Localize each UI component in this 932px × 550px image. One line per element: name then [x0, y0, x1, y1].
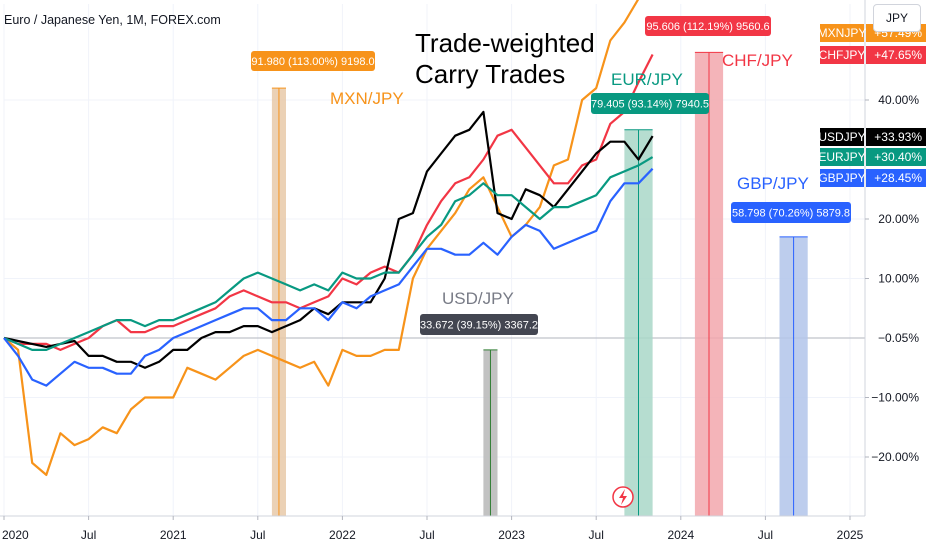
symbol-title: Euro / Japanese Yen, 1M, FOREX.com	[4, 13, 221, 27]
series-line-eurjpy	[3, 156, 654, 351]
value-tag-text: +47.65%	[874, 48, 922, 62]
zero-label-box	[866, 328, 932, 348]
value-tag-gbpjpy	[866, 169, 926, 187]
grid-layer	[3, 4, 865, 516]
y-tick-label: −20.00%	[871, 450, 919, 464]
symbol-tag-name: EURJPY	[818, 150, 865, 164]
pair-label-mxn-jpy: MXN/JPY	[330, 89, 404, 108]
value-tag-eurjpy	[866, 148, 926, 166]
symbol-tag-name: MXNJPY	[818, 26, 867, 40]
symbol-tag-usdjpy	[820, 128, 864, 146]
value-tag-chfjpy	[866, 46, 926, 64]
series-line-gbpjpy	[3, 167, 654, 387]
value-tag-text: +28.45%	[874, 171, 922, 185]
series-line-chfjpy	[3, 54, 654, 351]
pair-label-eur-jpy: EUR/JPY	[611, 70, 683, 89]
pair-label-chf-jpy: CHF/JPY	[722, 51, 793, 70]
measure-label-box	[591, 93, 709, 114]
x-tick-label: Jul	[250, 528, 265, 542]
x-tick-label: 2022	[329, 528, 356, 542]
x-tick-label: 2021	[160, 528, 187, 542]
measure-label-box	[645, 16, 771, 36]
x-tick-label: 2020	[2, 528, 29, 542]
series-line-mxnjpy	[3, 0, 640, 476]
measure-label-text: 33.672 (39.15%) 3367.2	[420, 320, 538, 332]
series-line-usdjpy	[3, 110, 654, 369]
x-tick-label: Jul	[589, 528, 604, 542]
x-tick-label: Jul	[758, 528, 773, 542]
tradingview-flash-icon[interactable]	[612, 486, 634, 508]
measure-label-box	[420, 314, 538, 335]
symbol-tag-name: CHFJPY	[819, 48, 866, 62]
chart-title-line-1: Trade-weighted	[415, 28, 595, 58]
annotation-bars-layer	[271, 51, 808, 517]
measure-label-text: 58.798 (70.26%) 5879.8	[732, 208, 850, 220]
pair-label-gbp-jpy: GBP/JPY	[737, 174, 809, 193]
symbol-tag-gbpjpy	[820, 169, 864, 187]
measure-label-text: 95.606 (112.19%) 9560.6	[646, 21, 769, 33]
x-tick-label: 2025	[837, 528, 864, 542]
annotation-labels-layer: 91.980 (113.00%) 9198.0 MXN/JPY 33.672 (39…	[251, 16, 851, 335]
zero-label: −0.05%	[878, 331, 919, 345]
y-tick-label: −10.00%	[871, 391, 919, 405]
x-tick-label: Jul	[419, 528, 434, 542]
value-tag-usdjpy	[866, 128, 926, 146]
x-tick-label: 2024	[667, 528, 694, 542]
measure-label-box	[731, 202, 851, 223]
pair-label-usd-jpy: USD/JPY	[442, 289, 514, 308]
symbol-tag-chfjpy	[820, 46, 864, 64]
measure-label-text: 79.405 (93.14%) 7940.5	[591, 99, 709, 111]
symbol-tag-eurjpy	[820, 148, 864, 166]
symbol-tag-name: GBPJPY	[818, 171, 865, 185]
y-tick-label: 10.00%	[878, 272, 919, 286]
value-tag-text: +30.40%	[874, 150, 922, 164]
symbol-tag-mxnjpy	[820, 24, 864, 42]
value-tag-text: +33.93%	[874, 130, 922, 144]
symbol-tag-name: USDJPY	[818, 130, 865, 144]
series-layer	[3, 0, 654, 476]
currency-button[interactable]: JPY	[873, 4, 921, 32]
x-tick-label: Jul	[81, 528, 96, 542]
measure-label-box	[251, 51, 375, 71]
y-tick-label: 40.00%	[878, 93, 919, 107]
x-tick-label: 2023	[498, 528, 525, 542]
chart-title-line-2: Carry Trades	[415, 59, 565, 89]
measure-label-text: 91.980 (113.00%) 9198.0	[251, 56, 374, 68]
y-tick-label: 20.00%	[878, 212, 919, 226]
